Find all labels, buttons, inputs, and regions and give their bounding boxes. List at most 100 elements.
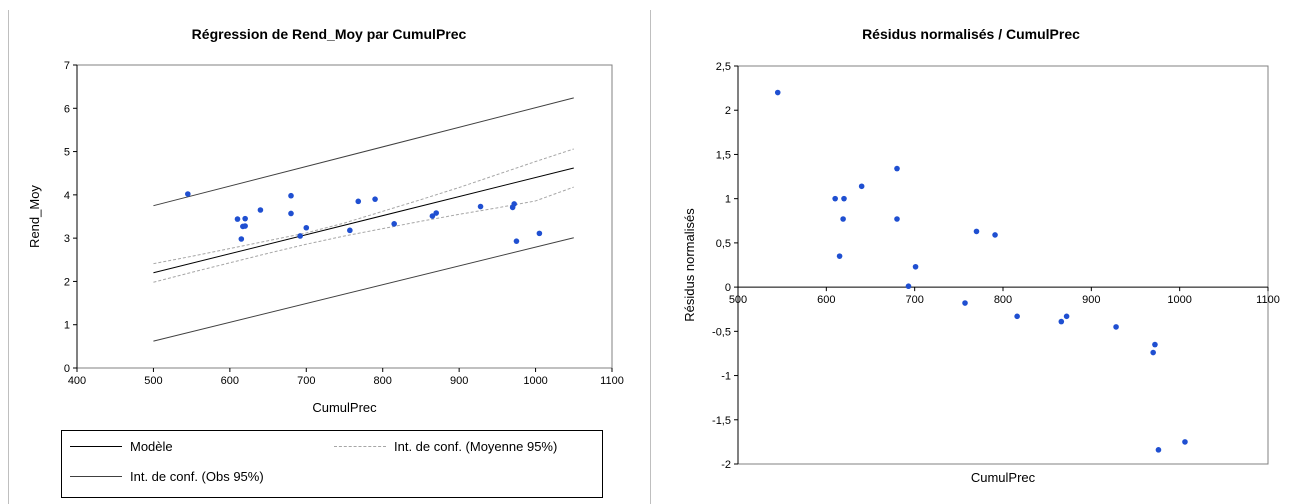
y-tick-label: 1,5 <box>716 149 731 161</box>
data-point <box>288 210 294 217</box>
y-tick-label: 2 <box>64 276 70 288</box>
legend-label-model: Modèle <box>130 439 173 454</box>
data-point <box>992 232 998 238</box>
y-axis-title: Rend_Moy <box>27 185 42 248</box>
y-tick-label: 1 <box>725 194 731 206</box>
y-tick-label: 0 <box>64 363 70 375</box>
data-point <box>1152 341 1158 348</box>
data-point <box>347 227 353 234</box>
data-point <box>1155 447 1162 453</box>
x-tick-label: 900 <box>1082 294 1100 306</box>
y-tick-label: 0,5 <box>716 238 731 250</box>
data-point <box>1182 439 1188 445</box>
data-point <box>774 89 781 96</box>
y-tick-label: 2 <box>725 105 731 117</box>
legend-item-model: Modèle <box>70 439 173 454</box>
data-point <box>511 201 517 207</box>
data-point <box>962 300 968 306</box>
data-point <box>1063 313 1070 320</box>
data-point <box>894 216 900 222</box>
data-point <box>1150 349 1156 356</box>
regression-chart: 400 500 600 700 800 900 1000 1100 0 1 2 3 4 5 6 7 CumulP… <box>27 60 624 415</box>
data-point <box>1058 318 1065 325</box>
legend-item-obs-ci: Int. de conf. (Obs 95%) <box>70 469 264 484</box>
y-tick-label: -2 <box>721 459 731 471</box>
x-tick-label: 900 <box>450 375 468 387</box>
legend-item-mean-ci: Int. de conf. (Moyenne 95%) <box>334 439 557 454</box>
chart-title: Régression de Rend_Moy par CumulPrec <box>191 26 467 42</box>
data-point <box>840 216 846 222</box>
legend-label-mean-ci: Int. de conf. (Moyenne 95%) <box>394 439 558 454</box>
x-tick-label: 1100 <box>1256 294 1280 306</box>
data-point <box>433 210 440 216</box>
x-tick-label: 800 <box>374 375 392 387</box>
x-tick-label: 1000 <box>523 375 547 387</box>
data-point <box>429 213 436 219</box>
y-tick-label: 7 <box>64 60 70 72</box>
chart-title: Résidus normalisés / CumulPrec <box>862 26 1080 42</box>
x-tick-label: 500 <box>729 294 747 306</box>
mean-ci-lower-line <box>153 186 574 283</box>
legend-label-obs-ci: Int. de conf. (Obs 95%) <box>130 469 264 484</box>
x-tick-label: 1100 <box>600 375 624 387</box>
x-tick-label: 1000 <box>1167 294 1191 306</box>
mean-ci-upper-line <box>153 148 574 265</box>
y-tick-label: 4 <box>64 190 70 202</box>
data-point <box>391 221 397 227</box>
x-tick-label: 800 <box>994 294 1012 306</box>
y-tick-label: 3 <box>64 233 70 245</box>
regression-chart-panel: Régression de Rend_Moy par CumulPrec 400… <box>8 10 649 504</box>
x-tick-label: 400 <box>68 375 86 387</box>
x-axis-title: CumulPrec <box>312 400 377 415</box>
x-tick-label: 700 <box>905 294 923 306</box>
y-tick-label: -0,5 <box>712 326 731 338</box>
residuals-chart-panel: Résidus normalisés / CumulPrec 500 600 700… <box>650 10 1291 504</box>
y-tick-label: -1 <box>721 371 731 383</box>
y-tick-label: -1,5 <box>712 415 731 427</box>
data-point <box>242 215 248 222</box>
data-point <box>973 228 980 235</box>
data-point <box>477 203 484 210</box>
data-point <box>242 223 248 229</box>
model-line <box>153 167 574 274</box>
y-tick-label: 0 <box>725 282 731 294</box>
plot-area <box>737 65 1269 465</box>
chart-legend: Modèle Int. de conf. (Moyenne 95%) Int. … <box>61 430 603 498</box>
x-tick-label: 500 <box>144 375 162 387</box>
data-point <box>297 233 303 239</box>
x-axis-title: CumulPrec <box>971 470 1036 485</box>
obs-ci-upper-line <box>153 97 574 207</box>
x-tick-label: 700 <box>297 375 315 387</box>
data-point <box>355 198 362 205</box>
legend-swatch-mean-ci <box>334 446 386 447</box>
data-point <box>257 207 264 213</box>
data-point <box>1014 313 1020 320</box>
data-point <box>832 195 838 202</box>
data-point <box>836 253 843 259</box>
data-point <box>513 238 520 244</box>
legend-swatch-obs-ci <box>70 476 122 477</box>
legend-swatch-model <box>70 446 122 447</box>
data-point <box>1113 324 1119 330</box>
y-tick-label: 1 <box>64 320 70 332</box>
data-point <box>238 236 245 242</box>
y-axis-title: Résidus normalisés <box>682 208 697 322</box>
residuals-chart: 500 600 700 800 900 1000 1100 -2 -1,5 -1 -0,5 0 0,5 1… <box>682 61 1280 485</box>
y-tick-label: 6 <box>64 103 70 115</box>
x-tick-label: 600 <box>817 294 835 306</box>
data-point <box>912 263 919 270</box>
obs-ci-lower-line <box>153 237 574 342</box>
y-tick-label: 5 <box>64 147 70 159</box>
data-point <box>372 196 378 202</box>
data-point <box>185 191 191 197</box>
data-point <box>858 183 865 190</box>
x-tick-label: 600 <box>221 375 239 387</box>
data-point <box>894 165 900 172</box>
data-point <box>905 283 912 290</box>
y-tick-label: 2,5 <box>716 61 731 73</box>
data-point <box>536 230 543 237</box>
data-point <box>234 216 241 222</box>
plot-area <box>76 64 613 369</box>
data-point <box>841 195 847 202</box>
data-point <box>303 224 310 231</box>
